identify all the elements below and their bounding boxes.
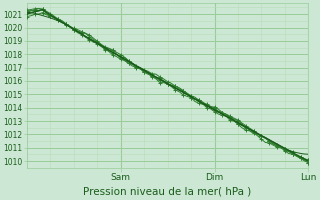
X-axis label: Pression niveau de la mer( hPa ): Pression niveau de la mer( hPa ) — [84, 187, 252, 197]
